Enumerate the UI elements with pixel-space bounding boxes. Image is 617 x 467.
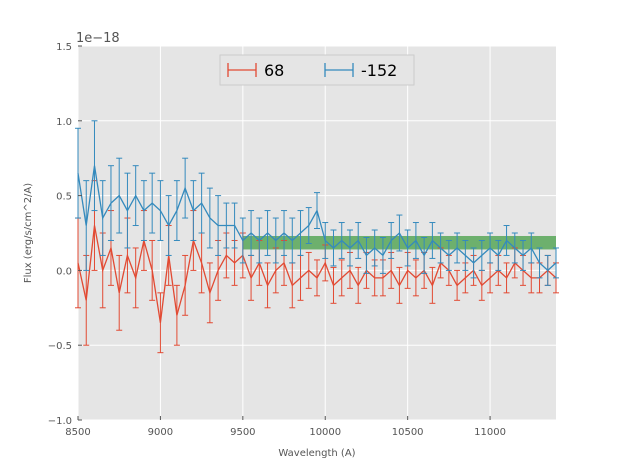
legend-label: -152 [361, 61, 397, 80]
x-tick-label: 10500 [392, 427, 424, 438]
x-tick-label: 9000 [148, 427, 173, 438]
grid [77, 45, 556, 421]
axes: 8500 9000 9500 10000 10500 11000 −1.0 −0.5 0.0 0.… [48, 42, 506, 438]
x-axis-label: Wavelength (A) [278, 448, 355, 459]
x-tick-label: 9500 [230, 427, 255, 438]
x-tick-label: 11000 [474, 427, 506, 438]
y-axis-label: Flux (erg/s/cm^2/A) [23, 183, 34, 283]
legend: 68 -152 [219, 54, 415, 86]
legend-frame [219, 54, 415, 86]
series-layer [75, 120, 559, 354]
y-scale-label: 1e−18 [76, 31, 120, 46]
legend-label: 68 [264, 61, 284, 80]
x-tick-label: 8500 [65, 427, 90, 438]
series-line [77, 225, 557, 323]
y-tick-label: 1.5 [56, 42, 72, 53]
y-tick-label: −0.5 [48, 341, 72, 352]
y-tick-label: 0.5 [56, 192, 72, 203]
plot-area [78, 46, 556, 420]
y-tick-label: −1.0 [48, 416, 72, 427]
y-tick-label: 0.0 [56, 266, 72, 277]
y-tick-label: 1.0 [56, 117, 72, 128]
x-tick-label: 10000 [309, 427, 341, 438]
series-line [77, 165, 557, 272]
series-1 [75, 120, 559, 286]
